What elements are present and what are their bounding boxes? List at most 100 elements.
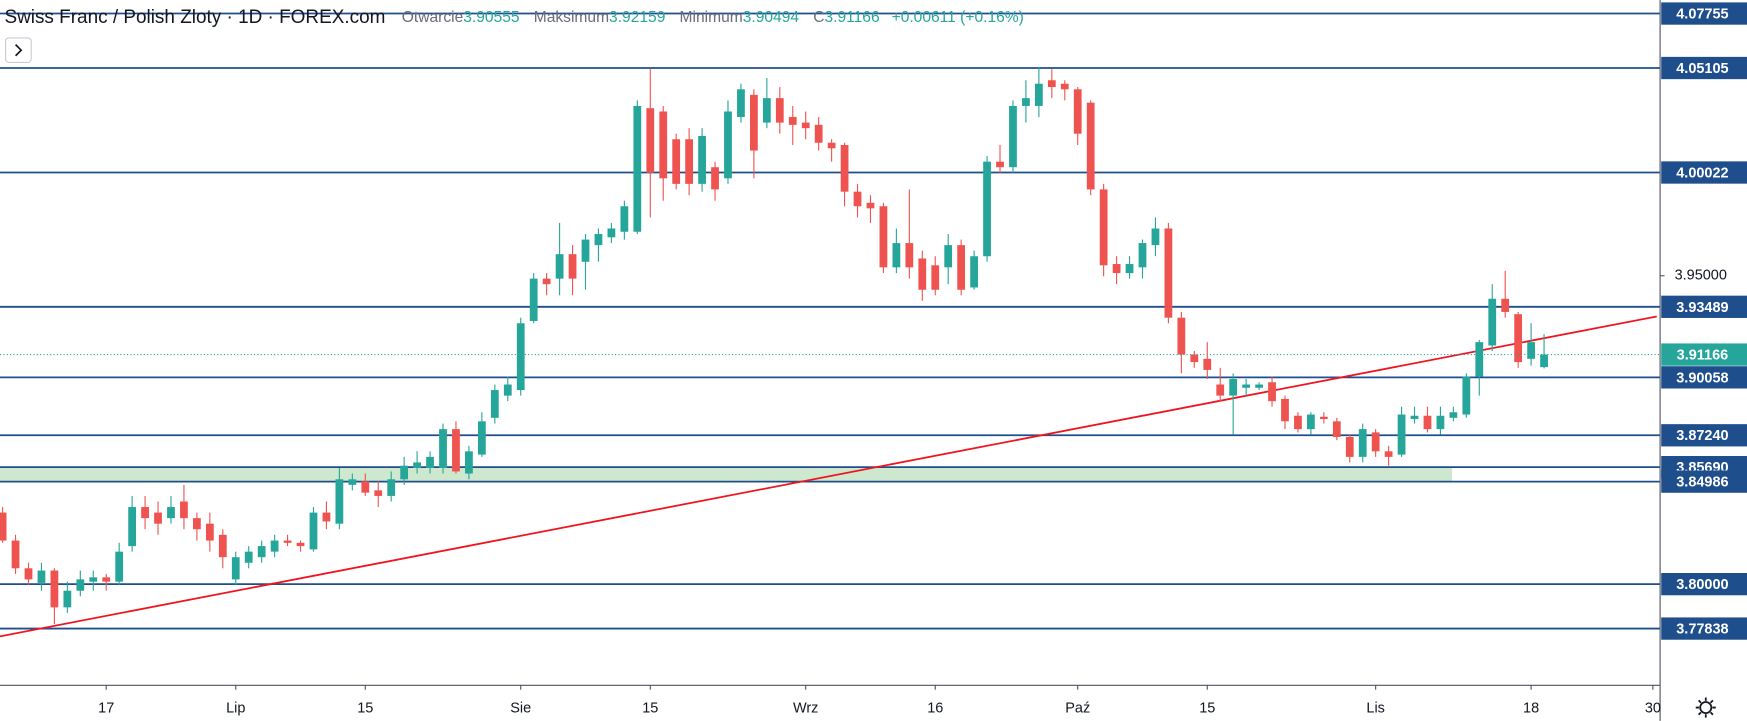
candle-body xyxy=(918,258,927,290)
candle-body xyxy=(76,579,85,591)
candle-body xyxy=(477,421,486,455)
candle-body xyxy=(1488,298,1497,346)
level-label: 3.90058 xyxy=(1676,370,1728,386)
x-tick-label: 17 xyxy=(98,701,114,717)
level-label-box xyxy=(1661,470,1747,493)
level-label-box xyxy=(1661,2,1747,25)
candle-body xyxy=(1384,451,1393,457)
x-tick-label: Lis xyxy=(1366,701,1385,717)
candle-body xyxy=(1177,317,1186,355)
level-label-box xyxy=(1661,617,1747,640)
candle-body xyxy=(1294,415,1302,430)
high-value: 3.92159 xyxy=(609,9,665,26)
candle-body xyxy=(452,429,460,472)
candle-body xyxy=(37,570,46,583)
candle-body xyxy=(594,234,603,246)
last-price-label: 3.91166 xyxy=(1677,348,1729,364)
trend-line xyxy=(0,315,1657,638)
candle-body xyxy=(996,161,1004,168)
candle-body xyxy=(931,265,940,290)
candle-body xyxy=(115,551,124,582)
candle-body xyxy=(24,568,33,580)
close-label: C xyxy=(813,9,824,26)
y-tick-label: 3.95000 xyxy=(1675,268,1727,284)
candle-body xyxy=(1307,414,1315,430)
settings-button[interactable] xyxy=(1695,697,1716,718)
open-label: Otwarcie xyxy=(402,9,463,26)
candle-body xyxy=(853,191,862,207)
candle-body xyxy=(801,122,810,129)
candle-body xyxy=(685,139,694,184)
candle-body xyxy=(1397,414,1406,455)
candle-body xyxy=(892,243,901,268)
candle-body xyxy=(465,451,473,474)
last-price-box xyxy=(1661,343,1747,366)
candle-body xyxy=(270,540,279,552)
level-label: 3.93489 xyxy=(1676,300,1728,316)
candle-body xyxy=(1099,189,1108,266)
candle-body xyxy=(167,507,175,519)
candle-body xyxy=(775,98,784,123)
candle-body xyxy=(1449,412,1458,418)
candle-body xyxy=(1229,378,1238,396)
level-label: 4.07755 xyxy=(1676,6,1728,22)
candle-body xyxy=(50,570,59,608)
candle-body xyxy=(698,135,706,184)
candle-body xyxy=(905,243,914,268)
gear-icon[interactable] xyxy=(1699,701,1713,715)
candle-body xyxy=(426,456,434,468)
candle-body xyxy=(659,111,668,179)
support-zone xyxy=(0,467,1453,482)
button-frame[interactable] xyxy=(5,37,32,64)
candle-body xyxy=(1112,264,1121,274)
level-label-box xyxy=(1661,161,1747,184)
candle-body xyxy=(89,577,98,582)
chart-header: Swiss Franc / Polish Zloty · 1D · FOREX.… xyxy=(4,7,1023,28)
candle-body xyxy=(737,89,745,118)
candle-body xyxy=(1151,228,1160,246)
candle-body xyxy=(1410,415,1419,420)
candle-body xyxy=(1060,83,1069,90)
candle-body xyxy=(711,167,719,190)
candle-body xyxy=(1501,298,1510,312)
symbol-title: Swiss Franc / Polish Zloty · 1D · FOREX.… xyxy=(4,7,385,28)
x-tick-label: Sie xyxy=(510,701,531,717)
candle-body xyxy=(1073,89,1082,134)
candle-body xyxy=(283,540,292,543)
candle-body xyxy=(1358,429,1367,457)
candle-body xyxy=(141,507,149,519)
candle-body xyxy=(1462,376,1471,415)
x-tick-label: 15 xyxy=(642,701,658,717)
chevron-icon[interactable] xyxy=(15,44,23,57)
candle-body xyxy=(309,512,318,550)
gear-teeth[interactable] xyxy=(1695,697,1716,718)
candle-body xyxy=(1216,384,1225,396)
candle-body xyxy=(1164,228,1173,318)
candle-body xyxy=(154,512,162,524)
x-tick-label: 16 xyxy=(927,701,943,717)
x-tick-label: Paź xyxy=(1065,701,1090,717)
candle-body xyxy=(374,490,383,496)
low-value: 3.90494 xyxy=(743,9,800,26)
candle-body xyxy=(1022,98,1030,106)
candle-body xyxy=(1047,80,1056,88)
candle-body xyxy=(827,142,836,149)
candle-body xyxy=(970,256,978,288)
candle-body xyxy=(180,501,188,519)
candle-body xyxy=(957,245,966,290)
candle-body xyxy=(128,507,137,547)
level-label-box xyxy=(1661,424,1747,447)
candle-body xyxy=(724,111,732,179)
level-label-box xyxy=(1661,572,1747,596)
candle-body xyxy=(646,108,655,173)
candle-body xyxy=(231,557,240,580)
candle-body xyxy=(0,512,7,541)
candle-body xyxy=(1423,415,1432,430)
level-label: 3.84986 xyxy=(1676,475,1728,491)
level-label: 4.00022 xyxy=(1676,165,1728,181)
candle-body xyxy=(568,254,577,279)
collapse-button[interactable] xyxy=(5,37,32,64)
candle-body xyxy=(814,124,823,143)
